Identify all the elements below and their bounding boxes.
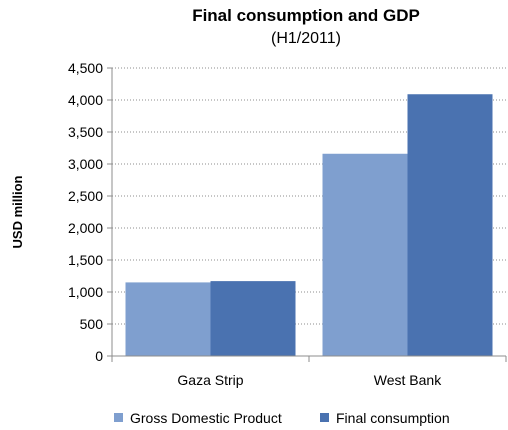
legend-label: Gross Domestic Product [130, 410, 282, 426]
y-tick-label: 3,500 [68, 124, 103, 140]
legend-swatch [320, 413, 329, 422]
legend-label: Final consumption [336, 410, 450, 426]
bars [125, 94, 493, 357]
bar [125, 282, 211, 356]
y-ticks: 0 500 1,000 1,500 2,000 2,500 3,000 3,500 4,000 4… [68, 60, 112, 364]
y-tick-label: 4,000 [68, 92, 103, 108]
x-category-label: West Bank [374, 372, 442, 388]
y-tick-label: 4,500 [68, 60, 103, 76]
y-axis-label: USD million [10, 175, 25, 248]
chart-title: Final consumption and GDP [192, 6, 420, 25]
axes [111, 68, 507, 362]
chart-subtitle: (H1/2011) [271, 30, 341, 47]
y-tick-label: 0 [95, 348, 103, 364]
x-categories: Gaza Strip West Bank [177, 372, 442, 388]
bar [210, 281, 296, 356]
x-category-label: Gaza Strip [177, 372, 243, 388]
y-tick-label: 1,500 [68, 252, 103, 268]
y-tick-label: 3,000 [68, 156, 103, 172]
y-tick-label: 1,000 [68, 284, 103, 300]
bar [322, 153, 408, 356]
y-tick-label: 500 [80, 316, 104, 332]
y-tick-label: 2,000 [68, 220, 103, 236]
legend: Gross Domestic Product Final consumption [114, 410, 450, 426]
legend-swatch [114, 413, 123, 422]
y-tick-label: 2,500 [68, 188, 103, 204]
bar [407, 94, 493, 357]
